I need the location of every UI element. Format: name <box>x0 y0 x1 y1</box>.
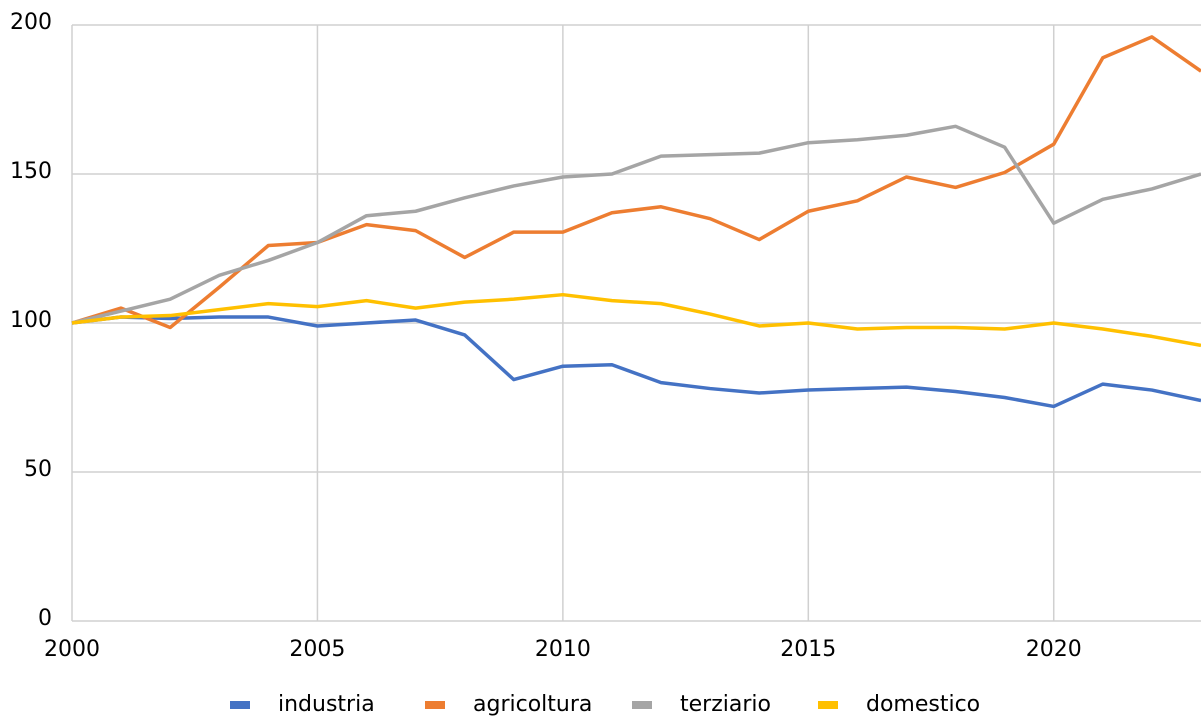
y-tick-label: 100 <box>10 308 52 333</box>
line-series <box>71 292 1201 348</box>
legend-swatch <box>632 701 652 709</box>
line-series <box>71 35 1201 330</box>
line-series <box>71 124 1201 325</box>
y-tick-label: 50 <box>24 457 52 482</box>
x-tick-label: 2015 <box>780 637 836 662</box>
legend-swatch <box>230 701 250 709</box>
legend-label: industria <box>278 692 375 717</box>
y-tick-label: 0 <box>38 606 52 631</box>
x-tick-label: 2005 <box>289 637 345 662</box>
x-tick-label: 2000 <box>44 637 100 662</box>
legend-label: domestico <box>866 692 980 717</box>
legend-swatch <box>425 701 445 709</box>
legend-label: agricoltura <box>473 692 592 717</box>
line-series <box>71 315 1201 409</box>
legend-swatch <box>818 701 838 709</box>
x-tick-label: 2010 <box>535 637 591 662</box>
y-tick-label: 200 <box>10 10 52 35</box>
y-tick-label: 150 <box>10 159 52 184</box>
legend-label: terziario <box>680 692 771 717</box>
x-tick-label: 2020 <box>1026 637 1082 662</box>
